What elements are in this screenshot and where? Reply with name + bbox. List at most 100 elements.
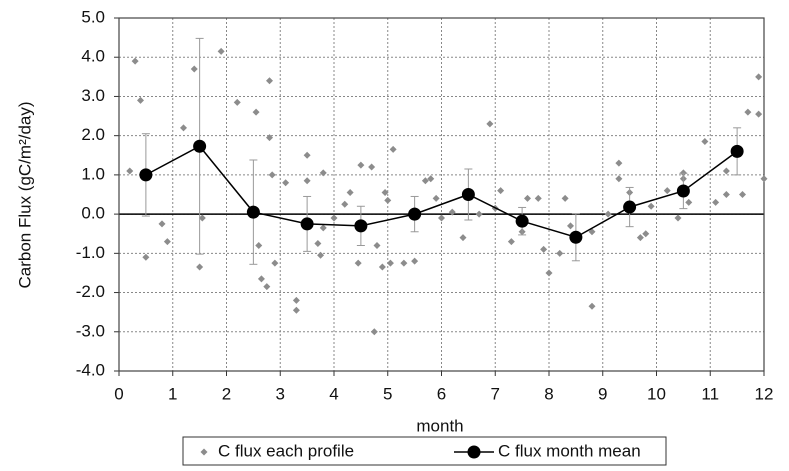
scatter-point [534, 194, 542, 202]
scatter-point [233, 98, 241, 106]
legend-marker [467, 445, 481, 459]
x-tick-label: 2 [222, 384, 231, 403]
scatter-point [268, 171, 276, 179]
scatter-point [357, 161, 365, 169]
scatter-point [567, 222, 574, 230]
y-axis-label: Carbon Flux (gC/m²/day) [15, 101, 34, 288]
y-tick-label: -4.0 [76, 360, 105, 379]
scatter-point [421, 177, 429, 185]
scatter-point [722, 191, 730, 198]
scatter-point [400, 259, 408, 267]
scatter-point [663, 187, 671, 195]
scatter-point [475, 210, 483, 218]
scatter-point [604, 210, 612, 218]
x-tick-label: 12 [755, 384, 774, 403]
scatter-point [427, 175, 435, 183]
x-tick-label: 6 [437, 384, 446, 403]
scatter-point [381, 189, 389, 197]
mean-point [354, 219, 368, 233]
scatter-point [255, 241, 263, 249]
x-tick-label: 11 [701, 384, 719, 403]
scatter-point [438, 214, 445, 222]
scatter-point [158, 220, 166, 228]
scatter-point [524, 194, 531, 202]
scatter-point [217, 47, 225, 55]
scatter-point [636, 234, 644, 242]
scatter-point [642, 230, 650, 238]
mean-point [139, 168, 153, 182]
scatter-point [196, 263, 204, 271]
mean-point [246, 205, 260, 219]
scatter-point [266, 134, 273, 142]
mean-point [730, 144, 744, 158]
scatter-point [384, 196, 392, 204]
scatter-point [314, 240, 322, 248]
scatter-point [556, 249, 564, 257]
x-tick-label: 1 [168, 384, 177, 403]
legend-label: C flux month mean [498, 441, 641, 460]
scatter-point [712, 198, 720, 206]
scatter-point [432, 194, 440, 202]
scatter-point [561, 194, 569, 202]
scatter-point [252, 108, 260, 116]
legend-marker [200, 448, 208, 456]
y-tick-label: 3.0 [81, 86, 105, 105]
scatter-point [330, 214, 338, 222]
scatter-point [126, 167, 134, 175]
mean-point [623, 200, 637, 214]
scatter-point [354, 259, 362, 267]
scatter-point [760, 175, 768, 183]
scatter-point [346, 189, 354, 197]
y-tick-label: -2.0 [76, 282, 105, 301]
x-tick-label: 7 [491, 384, 500, 403]
scatter-point [373, 241, 381, 249]
y-tick-label: -1.0 [76, 243, 105, 262]
scatter-point [685, 198, 693, 206]
x-tick-label: 3 [276, 384, 285, 403]
scatter-point [319, 224, 327, 232]
y-tick-label: 5.0 [81, 7, 105, 26]
scatter-point [282, 179, 290, 187]
y-tick-label: 0.0 [81, 204, 105, 223]
mean-point [300, 217, 314, 231]
scatter-point [674, 214, 682, 222]
scatter-point [303, 177, 311, 185]
scatter-point [647, 202, 655, 210]
scatter-point [370, 328, 378, 336]
scatter-point [368, 163, 376, 171]
scatter-point [266, 77, 273, 85]
mean-point [461, 188, 475, 201]
scatter-point [588, 302, 596, 310]
scatter-point [497, 187, 505, 195]
scatter-point [722, 167, 730, 175]
scatter-point [739, 191, 746, 198]
scatter-point [755, 110, 763, 118]
scatter-point [292, 296, 300, 304]
scatter-point [317, 251, 325, 259]
scatter-point [755, 73, 763, 81]
scatter-point [411, 257, 419, 265]
scatter-point [303, 151, 311, 159]
scatter-point [378, 263, 386, 271]
scatter-point [190, 65, 198, 73]
scatter-point [271, 259, 279, 267]
mean-point [193, 139, 207, 153]
scatter-point [137, 96, 144, 104]
scatter-point [540, 245, 548, 253]
scatter-point [545, 269, 553, 277]
mean-point [569, 230, 583, 244]
scatter-point [292, 306, 300, 314]
y-tick-label: 4.0 [81, 47, 105, 66]
y-tick-label: 1.0 [81, 164, 105, 183]
mean-point [515, 214, 529, 228]
plot-border [118, 17, 765, 372]
x-tick-label: 5 [383, 384, 392, 403]
scatter-point [507, 238, 515, 246]
x-tick-label: 10 [647, 384, 666, 403]
scatter-point [198, 214, 206, 222]
scatter-point [319, 169, 327, 177]
scatter-point [744, 108, 752, 116]
x-tick-label: 9 [598, 384, 607, 403]
x-axis-label: month [416, 416, 463, 435]
